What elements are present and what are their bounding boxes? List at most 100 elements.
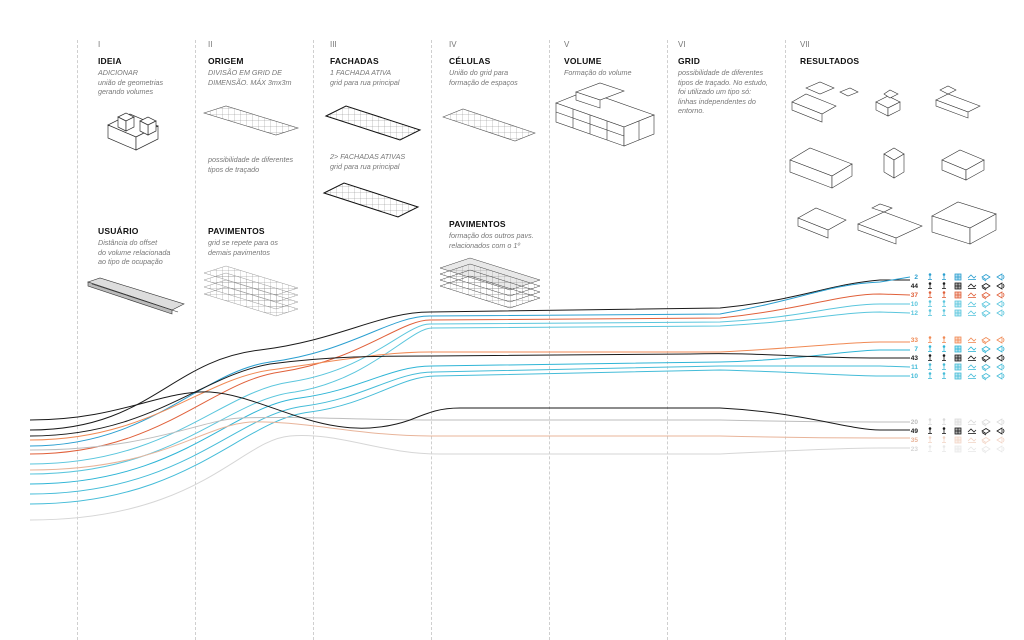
person-icon [928, 345, 932, 352]
person-icon [928, 300, 932, 307]
column-title: GRID [678, 56, 701, 66]
sound-icon [996, 418, 1005, 426]
person-icon [942, 363, 946, 370]
column-title: CÉLULAS [449, 56, 491, 66]
legend-row: 23 [906, 446, 1018, 456]
legend-value: 2 [914, 274, 918, 281]
result-volume [931, 201, 997, 245]
layers-icon [981, 301, 991, 309]
grid-cell-icon [954, 418, 962, 426]
sound-icon [996, 445, 1005, 453]
layers-icon [981, 283, 991, 291]
legend-value: 10 [910, 301, 918, 308]
person-icon [942, 336, 946, 343]
bicycle-icon [967, 283, 977, 289]
celulas-pavimentos-illustration [439, 257, 541, 309]
column-desc: 1 FACHADA ATIVA grid para rua principal [330, 68, 400, 87]
legend-value: 49 [910, 428, 918, 435]
bicycle-icon [967, 428, 977, 434]
person-icon [942, 309, 946, 316]
legend-row: 37 [906, 292, 1018, 302]
column-divider [431, 40, 432, 640]
bicycle-icon [967, 446, 977, 452]
bicycle-icon [967, 301, 977, 307]
column-ideia: I IDEIA ADICIONAR união de geometrias gera… [98, 40, 210, 97]
block-title: PAVIMENTOS [208, 226, 265, 236]
sound-icon [996, 309, 1005, 317]
legend-value: 7 [914, 346, 918, 353]
legend-value: 10 [910, 373, 918, 380]
grid-cell-icon [954, 436, 962, 444]
flow-lines [29, 276, 911, 521]
result-volume [941, 149, 985, 181]
flow-line [29, 293, 911, 455]
bicycle-icon [967, 373, 977, 379]
legend-value: 37 [910, 292, 918, 299]
sound-icon [996, 300, 1005, 308]
column-divider [549, 40, 550, 640]
sound-icon [996, 345, 1005, 353]
legend-row: 33 [906, 337, 1018, 347]
flow-line [29, 391, 910, 431]
legend-value: 23 [910, 446, 918, 453]
column-grid: VI GRID possibilidade de diferentes tipos… [678, 40, 790, 116]
flow-line [29, 416, 910, 451]
flow-line [29, 349, 910, 485]
legend-row: 12 [906, 310, 1018, 320]
grid-cell-icon [954, 354, 962, 362]
block-desc: Distância do offset do volume relacionada… [98, 238, 171, 266]
bicycle-icon [967, 337, 977, 343]
legend-value: 44 [910, 283, 918, 290]
legend-row: 20 [906, 419, 1018, 429]
pavimentos-stack-illustration [203, 265, 299, 317]
result-volume [883, 147, 905, 179]
person-icon [942, 418, 946, 425]
usuario-wedge-illustration [87, 277, 185, 315]
column-volume: V VOLUME Formação do volume [564, 40, 676, 78]
result-volume [875, 89, 901, 117]
person-icon [942, 354, 946, 361]
pavimentos-block-iv: PAVIMENTOS formação dos outros pavs. rela… [449, 219, 561, 250]
legend-value: 33 [910, 337, 918, 344]
layers-icon [981, 337, 991, 345]
result-volume [789, 147, 853, 189]
layers-icon [981, 373, 991, 381]
grid-cell-icon [954, 445, 962, 453]
person-icon [928, 309, 932, 316]
legend-value: 35 [910, 437, 918, 444]
person-icon [942, 345, 946, 352]
column-title: FACHADAS [330, 56, 379, 66]
grid-cell-icon [954, 336, 962, 344]
legend-row: 43 [906, 355, 1018, 365]
column-title: RESULTADOS [800, 56, 860, 66]
legend-row: 35 [906, 437, 1018, 447]
person-icon [928, 363, 932, 370]
legend-row: 2 [906, 274, 1018, 284]
grid-cell-icon [954, 363, 962, 371]
person-icon [928, 445, 932, 452]
usuario-block: USUÁRIO Distância do offset do volume rel… [98, 226, 210, 267]
grid-cell-icon [954, 273, 962, 281]
grid-cell-icon [954, 291, 962, 299]
block-desc: formação dos outros pavs. relacionados co… [449, 231, 534, 250]
grid-cell-icon [954, 345, 962, 353]
person-icon [942, 427, 946, 434]
results-volumes [789, 81, 997, 245]
flow-line [29, 311, 911, 475]
layers-icon [981, 346, 991, 354]
person-icon [942, 372, 946, 379]
column-desc: possibilidade de diferentes tipos de traç… [678, 68, 768, 115]
legend-row: 11 [906, 364, 1018, 374]
person-icon [928, 354, 932, 361]
person-icon [928, 291, 932, 298]
grid-cell-icon [954, 427, 962, 435]
person-icon [942, 282, 946, 289]
grid-cell-icon [954, 309, 962, 317]
block-title: PAVIMENTOS [449, 219, 506, 229]
legend-value: 43 [910, 355, 918, 362]
sound-icon [996, 336, 1005, 344]
layers-icon [981, 364, 991, 372]
person-icon [928, 436, 932, 443]
person-icon [942, 273, 946, 280]
column-desc: União do grid para formação de espaços [449, 68, 518, 87]
